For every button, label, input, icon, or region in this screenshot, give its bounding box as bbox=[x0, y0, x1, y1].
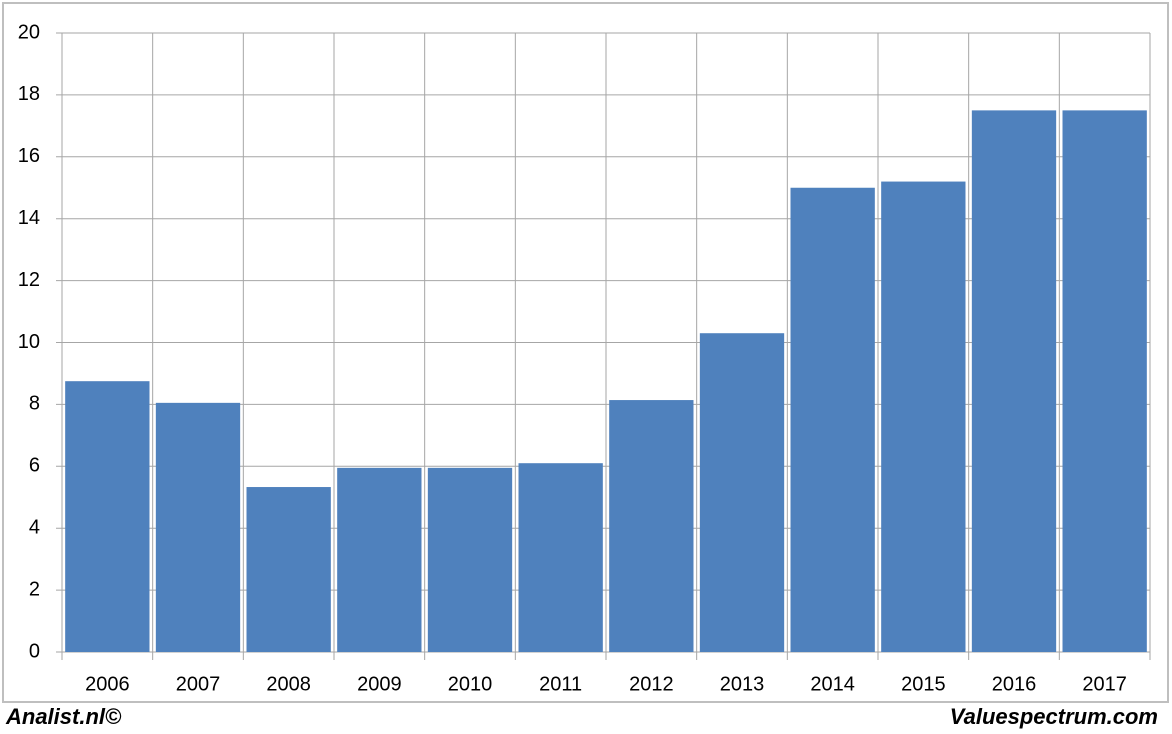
x-tick-label: 2010 bbox=[448, 673, 493, 695]
x-tick-label: 2006 bbox=[85, 673, 130, 695]
y-tick-label: 18 bbox=[18, 83, 40, 105]
bar bbox=[518, 463, 603, 652]
y-tick-label: 14 bbox=[18, 207, 40, 229]
x-tick-label: 2008 bbox=[266, 673, 311, 695]
y-tick-label: 6 bbox=[29, 455, 40, 477]
bar bbox=[1062, 110, 1147, 652]
bar bbox=[427, 467, 513, 652]
x-tick-label: 2017 bbox=[1082, 673, 1127, 695]
bar bbox=[155, 402, 241, 652]
x-tick-label: 2015 bbox=[901, 673, 946, 695]
x-tick-label: 2016 bbox=[992, 673, 1037, 695]
x-tick-label: 2011 bbox=[539, 673, 582, 695]
bar bbox=[790, 187, 875, 652]
bar bbox=[65, 381, 150, 652]
y-tick-label: 20 bbox=[18, 21, 40, 43]
bar bbox=[609, 400, 694, 652]
bar bbox=[337, 467, 422, 652]
bar bbox=[971, 110, 1057, 652]
y-tick-label: 16 bbox=[18, 145, 40, 167]
y-tick-label: 4 bbox=[29, 516, 40, 538]
x-tick-label: 2013 bbox=[720, 673, 765, 695]
bar bbox=[699, 333, 785, 652]
x-tick-label: 2009 bbox=[357, 673, 402, 695]
footer-right: Valuespectrum.com bbox=[950, 704, 1158, 729]
footer-left: Analist.nl© bbox=[5, 704, 122, 729]
bar bbox=[246, 487, 331, 652]
x-tick-label: 2012 bbox=[629, 673, 674, 695]
x-tick-label: 2014 bbox=[810, 673, 855, 695]
bar bbox=[881, 181, 966, 652]
y-tick-label: 10 bbox=[18, 331, 40, 353]
y-tick-label: 12 bbox=[18, 269, 40, 291]
y-tick-label: 0 bbox=[29, 640, 40, 662]
y-tick-label: 8 bbox=[29, 393, 40, 415]
y-tick-label: 2 bbox=[29, 578, 40, 600]
x-tick-label: 2007 bbox=[176, 673, 221, 695]
